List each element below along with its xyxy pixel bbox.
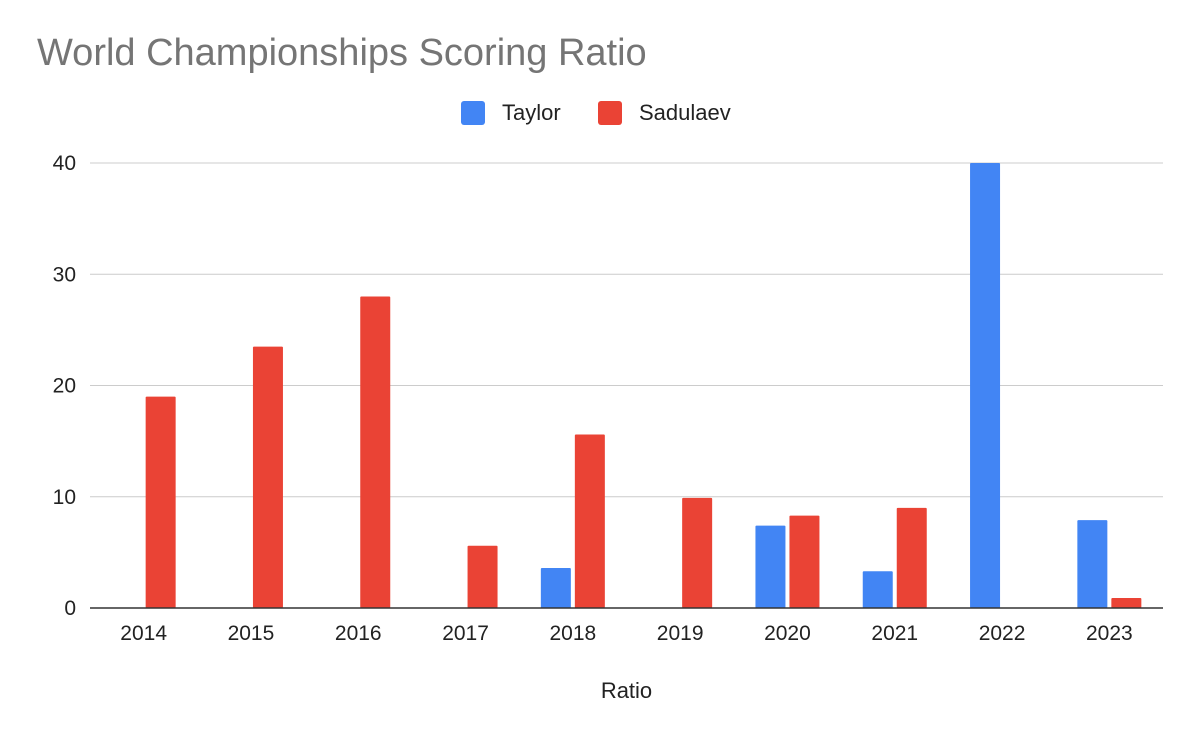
legend-label-taylor: Taylor — [502, 100, 561, 125]
x-axis-ticks: 2014 2015 2016 2017 2018 2019 2020 2021 2022 2023 — [120, 622, 1132, 645]
bar-taylor-2023[interactable] — [1077, 520, 1108, 608]
bar-sadulaev-2014[interactable] — [145, 396, 176, 608]
gridlines — [90, 162, 1163, 498]
y-tick-label: 0 — [64, 597, 76, 620]
x-tick-label: 2019 — [657, 622, 704, 645]
legend-swatch-sadulaev — [598, 101, 622, 125]
y-tick-label: 10 — [53, 486, 76, 509]
x-tick-label: 2022 — [979, 622, 1026, 645]
x-tick-label: 2018 — [549, 622, 596, 645]
x-tick-label: 2016 — [335, 622, 382, 645]
bar-taylor-2022[interactable] — [970, 163, 1001, 608]
bar-taylor-2018[interactable] — [540, 567, 571, 608]
legend-item-sadulaev[interactable]: Sadulaev — [598, 99, 731, 127]
bar-sadulaev-2021[interactable] — [896, 507, 927, 608]
y-axis-ticks: 0 10 20 30 40 — [53, 152, 76, 620]
bar-sadulaev-2019[interactable] — [682, 497, 713, 608]
bar-sadulaev-2020[interactable] — [789, 515, 820, 608]
bar-sadulaev-2023[interactable] — [1111, 597, 1142, 608]
y-tick-label: 40 — [53, 152, 76, 175]
x-tick-label: 2015 — [228, 622, 275, 645]
bar-sadulaev-2016[interactable] — [360, 296, 391, 609]
chart-title: World Championships Scoring Ratio — [37, 32, 647, 74]
legend-label-sadulaev: Sadulaev — [639, 100, 731, 125]
legend: Taylor Sadulaev — [0, 99, 1200, 127]
x-tick-label: 2020 — [764, 622, 811, 645]
y-tick-label: 20 — [53, 375, 76, 398]
bar-taylor-2021[interactable] — [862, 571, 893, 608]
legend-swatch-taylor — [461, 101, 485, 125]
bar-sadulaev-2015[interactable] — [252, 346, 283, 608]
bar-sadulaev-2017[interactable] — [467, 545, 498, 608]
x-tick-label: 2017 — [442, 622, 489, 645]
legend-item-taylor[interactable]: Taylor — [461, 99, 561, 127]
x-tick-label: 2014 — [120, 622, 167, 645]
bar-sadulaev-2018[interactable] — [574, 434, 605, 608]
bars — [145, 163, 1142, 609]
y-tick-label: 30 — [53, 263, 76, 286]
x-axis-title: Ratio — [601, 678, 652, 703]
bar-taylor-2020[interactable] — [755, 525, 786, 608]
x-tick-label: 2021 — [871, 622, 918, 645]
x-tick-label: 2023 — [1086, 622, 1133, 645]
